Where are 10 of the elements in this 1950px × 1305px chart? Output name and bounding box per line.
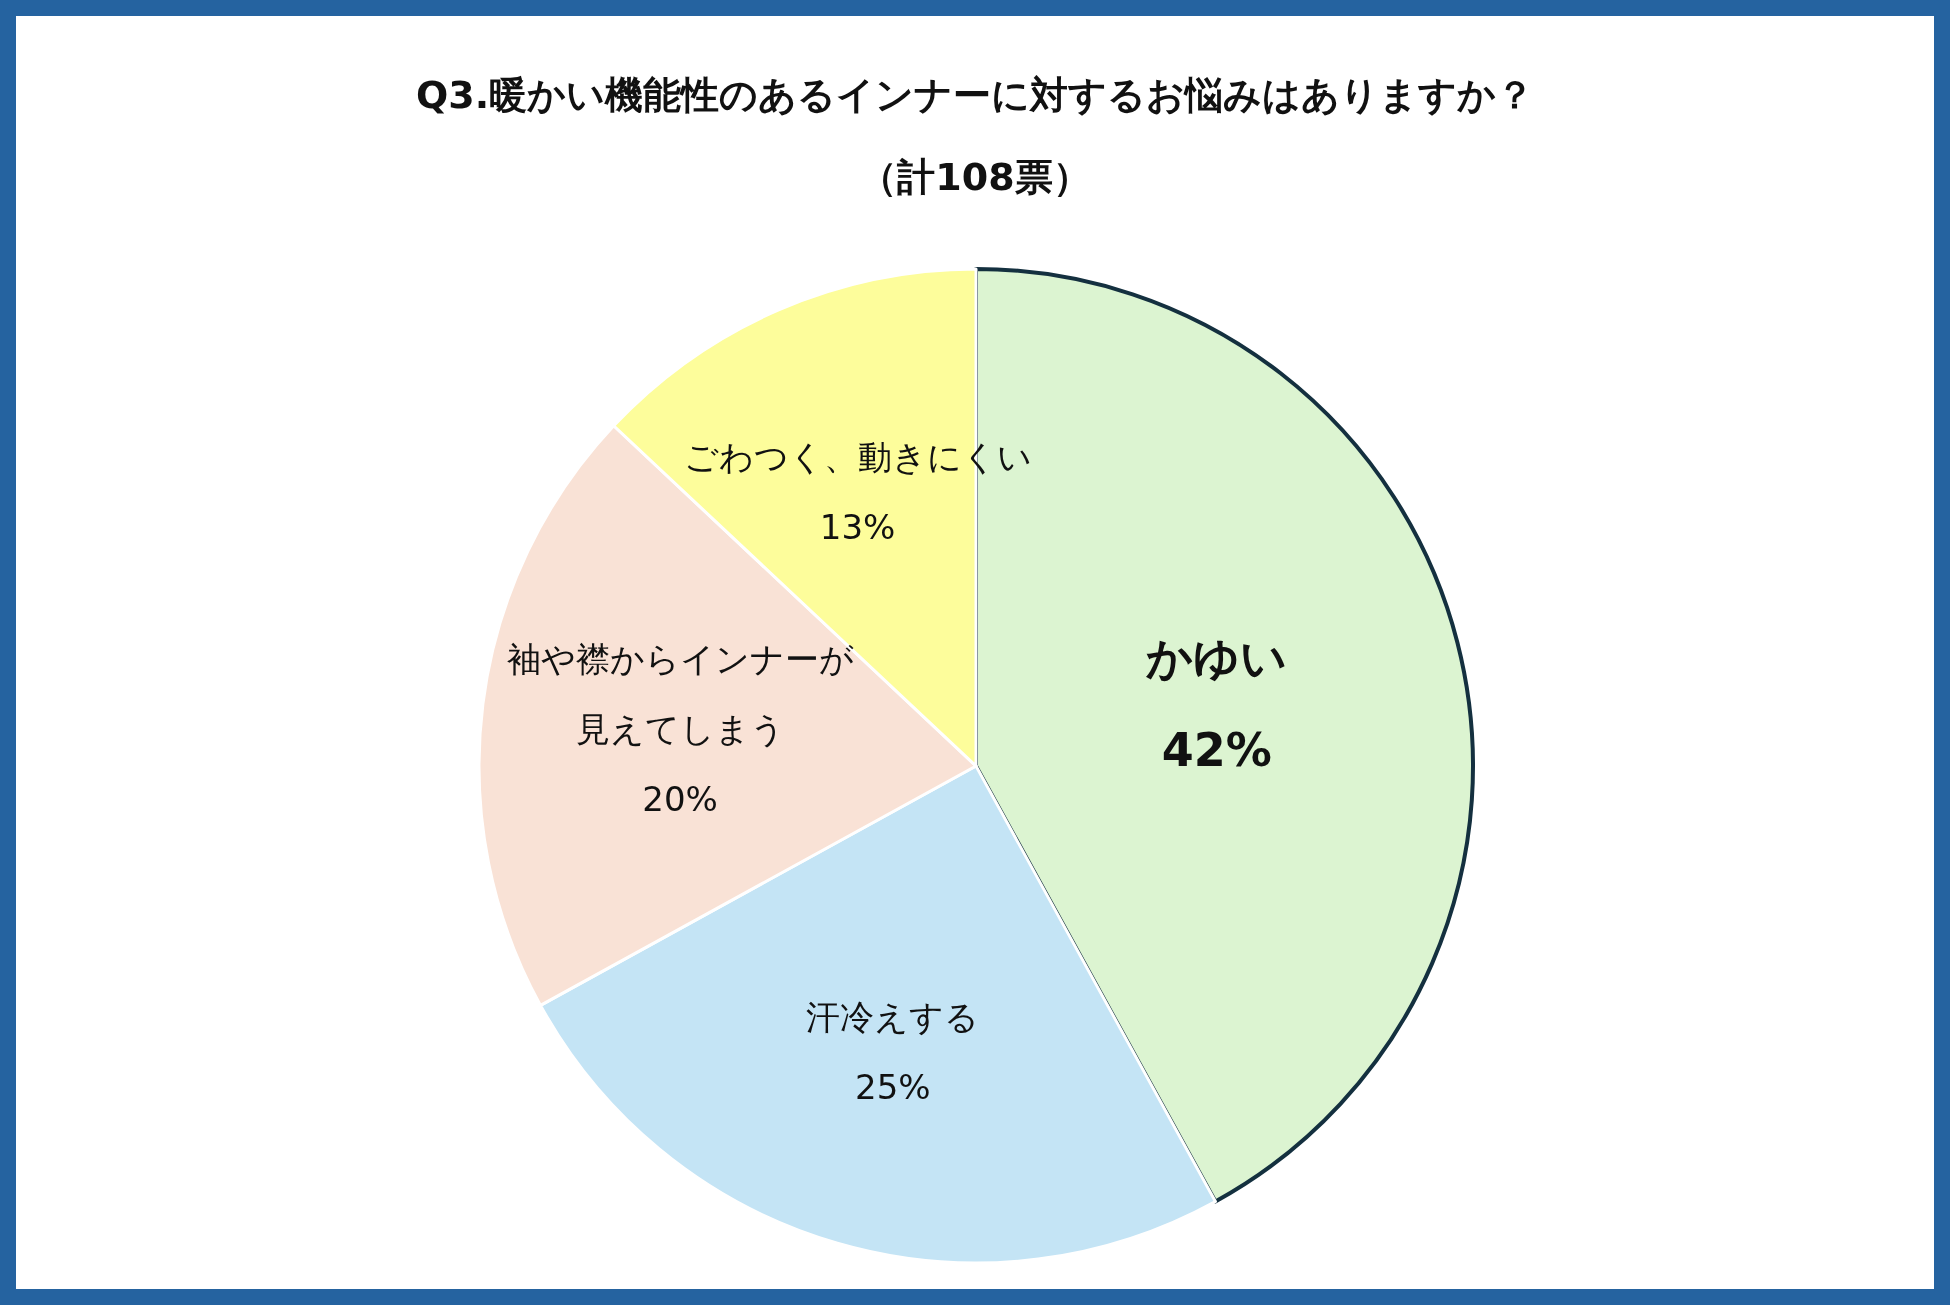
slice-label: ごわつく、動きにくい [683,437,1032,478]
slice-label: かゆい [1145,631,1288,686]
chart-title: Q3.暖かい機能性のあるインナーに対するお悩みはありますか？ [415,73,1535,117]
slice-label: 袖や襟からインナーが見えてしまう [506,638,854,749]
slice-label: 汗冷えする [806,997,980,1038]
chart-subtitle: （計108票） [859,155,1091,199]
data-label: 42% [1161,723,1272,778]
data-label: 13% [819,507,896,548]
data-label: 25% [855,1067,931,1108]
data-label: 20% [642,778,718,819]
